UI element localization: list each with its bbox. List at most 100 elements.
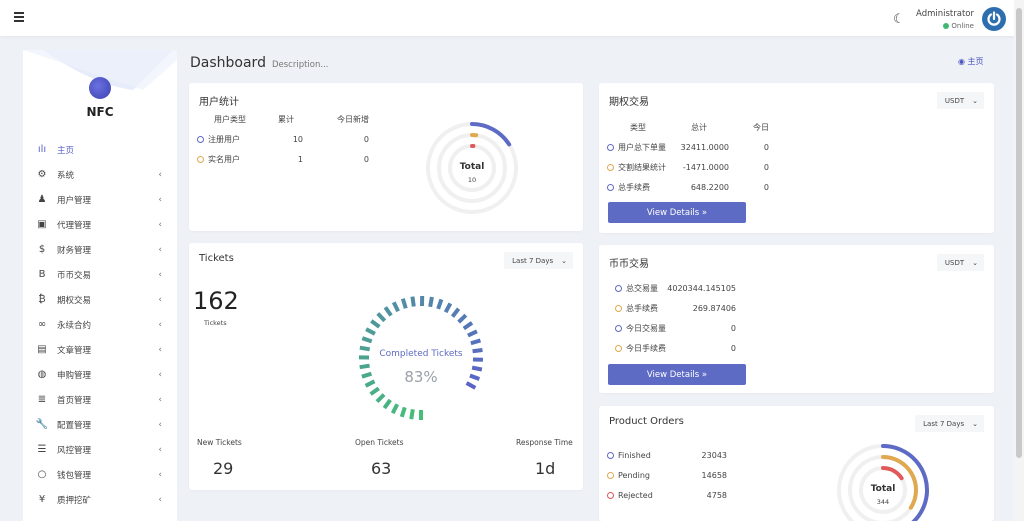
menu-toggle-icon[interactable] bbox=[14, 12, 24, 24]
sidebar-item[interactable]: ∞ 永续合约 ‹ bbox=[23, 312, 177, 337]
sidebar-item[interactable]: ♟ 用户管理 ‹ bbox=[23, 187, 177, 212]
ring-arc bbox=[881, 455, 918, 510]
chevron-down-icon: ⌄ bbox=[561, 256, 567, 265]
list-icon: ≣ bbox=[37, 394, 47, 405]
view-details-button[interactable]: View Details » bbox=[608, 202, 746, 223]
table-header: 用户类型 累计 今日新增 bbox=[214, 114, 369, 124]
ticket-stat-value: 29 bbox=[213, 459, 234, 478]
sidebar-item-label: 期权交易 bbox=[57, 295, 92, 306]
header-wave-decoration bbox=[23, 50, 177, 90]
ticket-stat-label: Response Time bbox=[516, 438, 573, 447]
sidebar-item[interactable]: ▤ 文章管理 ‹ bbox=[23, 337, 177, 362]
newspaper-icon: ▤ bbox=[37, 344, 47, 355]
sidebar-item-label: 申购管理 bbox=[57, 370, 92, 381]
view-details-button[interactable]: View Details » bbox=[608, 364, 746, 385]
chevron-down-icon: ⌄ bbox=[972, 96, 978, 105]
sidebar-item[interactable]: ◍ 申购管理 ‹ bbox=[23, 362, 177, 387]
legend-dot-icon bbox=[607, 491, 614, 499]
id-card-icon: ▣ bbox=[37, 219, 47, 230]
range-select[interactable]: Last 7 Days ⌄ bbox=[504, 252, 573, 269]
table-row: Finished 23043 bbox=[607, 445, 727, 465]
table-row: 实名用户 1 0 bbox=[197, 149, 369, 169]
online-dot-icon bbox=[943, 23, 950, 29]
table-header: 类型 总计 今日 bbox=[630, 122, 769, 132]
sidebar-item[interactable]: ≣ 首页管理 ‹ bbox=[23, 387, 177, 412]
chevron-left-icon: ‹ bbox=[158, 269, 162, 280]
breadcrumb-home[interactable]: ◉ 主页 bbox=[958, 57, 984, 66]
scrollbar-thumb[interactable] bbox=[1016, 8, 1022, 458]
sidebar-item-label: 用户管理 bbox=[57, 195, 92, 206]
gauge-segment bbox=[365, 327, 376, 336]
sidebar-item[interactable]: 🔧 配置管理 ‹ bbox=[23, 412, 177, 437]
completed-tickets-gauge: Completed Tickets 83% bbox=[358, 295, 484, 420]
sidebar-item[interactable]: $ 财务管理 ‹ bbox=[23, 237, 177, 262]
chevron-left-icon: ‹ bbox=[158, 444, 162, 455]
gauge-segment bbox=[462, 321, 474, 331]
options-table: 类型 总计 今日 用户总下单量 32411.0000 0 交割结果统计 -1471.0000 0… bbox=[607, 117, 769, 197]
gauge-percent: 83% bbox=[404, 368, 437, 386]
sidebar-item[interactable]: ¥ 质押挖矿 ‹ bbox=[23, 487, 177, 512]
sidebar-item[interactable]: ☰ 风控管理 ‹ bbox=[23, 437, 177, 462]
yen-icon: ¥ bbox=[38, 494, 46, 505]
gauge-segment bbox=[469, 373, 481, 381]
gauge-segment bbox=[472, 348, 483, 354]
spot-table: 总交易量 4020344.145105 总手续费 269.87406 今日交易量 0 今日手… bbox=[615, 278, 736, 358]
sidebar-item[interactable]: B 币币交易 ‹ bbox=[23, 262, 177, 287]
bar-chart-icon: ılı bbox=[37, 144, 47, 155]
sidebar-item[interactable]: ▣ 代理管理 ‹ bbox=[23, 212, 177, 237]
scrollbar[interactable] bbox=[1014, 0, 1024, 521]
moon-icon[interactable]: ☾ bbox=[893, 12, 905, 27]
user-info[interactable]: Administrator Online bbox=[916, 9, 974, 30]
gauge-segment bbox=[359, 345, 371, 352]
chevron-left-icon: ‹ bbox=[158, 244, 162, 255]
gauge-segment bbox=[465, 381, 477, 390]
b-icon: B bbox=[38, 269, 46, 280]
range-select[interactable]: Last 7 Days ⌄ bbox=[915, 415, 984, 432]
gauge-segment bbox=[364, 379, 376, 388]
user-stats-ring-chart: Total 10 bbox=[426, 122, 518, 214]
options-trading-card: 期权交易 USDT ⌄ 类型 总计 今日 用户总下单量 32411.0000 0 交割结果统计… bbox=[599, 83, 994, 233]
gauge-segment bbox=[471, 365, 483, 372]
legend-dot-icon bbox=[615, 284, 622, 292]
product-orders-card: Product Orders Last 7 Days ⌄ Finished 2304… bbox=[599, 406, 994, 521]
legend-dot-icon bbox=[607, 143, 614, 151]
orders-table: Finished 23043 Pending 14658 Rejected 4758 bbox=[607, 445, 727, 505]
user-status: Online bbox=[916, 22, 974, 30]
ring-total-value: 10 bbox=[468, 176, 476, 184]
currency-select[interactable]: USDT ⌄ bbox=[936, 254, 984, 271]
table-row: 总手续费 269.87406 bbox=[615, 298, 736, 318]
chevron-left-icon: ‹ bbox=[158, 469, 162, 480]
indent-icon: ☰ bbox=[37, 444, 47, 455]
page-title: Dashboard Description... bbox=[190, 55, 329, 71]
chevron-left-icon: ‹ bbox=[158, 369, 162, 380]
gauge-segment bbox=[369, 386, 380, 396]
card-title: 期权交易 bbox=[609, 97, 649, 108]
gauge-segment bbox=[376, 312, 387, 323]
ring-total-label: Total bbox=[871, 484, 896, 494]
chevron-left-icon: ‹ bbox=[158, 344, 162, 355]
table-row: 用户总下单量 32411.0000 0 bbox=[607, 137, 769, 157]
sidebar-item[interactable]: ılı 主页 bbox=[23, 137, 177, 162]
chevron-left-icon: ‹ bbox=[158, 319, 162, 330]
ring-arc bbox=[470, 122, 512, 147]
gauge-segment bbox=[375, 393, 386, 404]
legend-dot-icon bbox=[607, 163, 614, 171]
tickets-count: 162 bbox=[193, 287, 239, 315]
sidebar-item[interactable]: ○ 钱包管理 ‹ bbox=[23, 462, 177, 487]
gauge-segment bbox=[382, 398, 392, 410]
gauge-segment bbox=[428, 296, 434, 308]
legend-dot-icon bbox=[615, 324, 622, 332]
avatar[interactable] bbox=[982, 7, 1006, 31]
legend-dot-icon bbox=[197, 155, 204, 163]
sidebar-item[interactable]: ₿ 期权交易 ‹ bbox=[23, 287, 177, 312]
ticket-stat-label: New Tickets bbox=[197, 438, 242, 447]
ring-total-label: Total bbox=[460, 162, 485, 172]
tickets-count-label: Tickets bbox=[204, 319, 227, 327]
globe-icon: ◍ bbox=[37, 369, 47, 380]
legend-dot-icon bbox=[607, 183, 614, 191]
currency-select[interactable]: USDT ⌄ bbox=[936, 92, 984, 109]
brand-name: NFC bbox=[86, 105, 114, 119]
sidebar-item[interactable]: ⚙ 系统 ‹ bbox=[23, 162, 177, 187]
ring-arc bbox=[881, 444, 929, 521]
users-icon: ♟ bbox=[37, 194, 47, 205]
